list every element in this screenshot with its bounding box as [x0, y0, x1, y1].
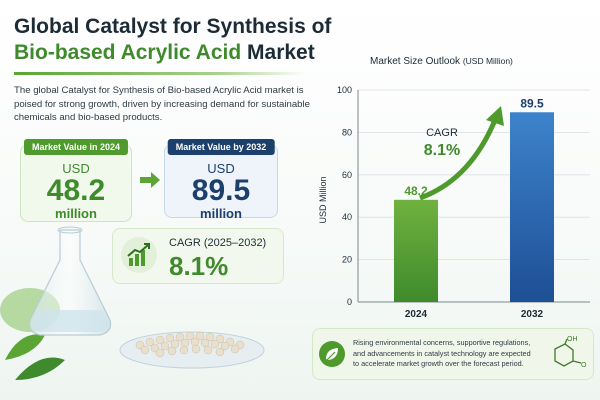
- cagr-label: CAGR (2025–2032): [169, 237, 267, 249]
- growth-drivers-note: Rising environmental concerns, supportiv…: [312, 328, 594, 380]
- bar-value-label: 48.2: [404, 184, 428, 198]
- bar-value-label: 89.5: [520, 96, 544, 110]
- x-tick-label: 2024: [405, 309, 428, 320]
- chart-title-unit: (USD Million): [462, 56, 513, 66]
- y-axis-label: USD Million: [318, 176, 328, 223]
- market-value-2032-currency: USD: [207, 161, 235, 176]
- chart-cagr-value: 8.1%: [424, 142, 460, 159]
- y-tick-label: 60: [342, 170, 352, 180]
- y-tick-label: 80: [342, 127, 352, 137]
- chart-bars: 48.2 2024 89.5 2032: [394, 96, 554, 320]
- title-line-1: Global Catalyst for Synthesis of: [14, 15, 332, 38]
- growth-chart-icon: [121, 237, 157, 273]
- market-value-2032-tag: Market Value by 2032: [167, 139, 275, 155]
- title-line-2: Bio-based Acrylic Acid Market: [14, 40, 344, 66]
- y-tick-label: 40: [342, 212, 352, 222]
- market-value-2032-card: Market Value by 2032 USD 89.5 million: [164, 139, 278, 221]
- y-tick-label: 20: [342, 255, 352, 265]
- molecule-icon: OH O: [554, 336, 587, 369]
- cagr-arrow-head: [486, 106, 504, 126]
- arrow-right-icon: [140, 172, 160, 188]
- title-underline: [14, 72, 304, 75]
- title-market-word: Market: [247, 41, 315, 64]
- lab-scene-illustration: [0, 226, 265, 380]
- market-value-2024-number: 48.2: [46, 174, 106, 207]
- x-tick-label: 2032: [521, 309, 544, 320]
- y-tick-label: 0: [347, 297, 352, 307]
- chart-title: Market Size Outlook (USD Million): [370, 56, 513, 67]
- market-value-2024-unit: million: [55, 206, 97, 221]
- chart-cagr-label: CAGR: [426, 127, 458, 139]
- leaf-icon: [319, 341, 345, 367]
- chart-title-main: Market Size Outlook: [370, 56, 461, 67]
- growth-drivers-text: Rising environmental concerns, supportiv…: [353, 338, 531, 368]
- page-title: Global Catalyst for Synthesis of Bio-bas…: [14, 14, 344, 66]
- bar-2024: [394, 199, 438, 302]
- market-value-2024-card: Market Value in 2024 USD 48.2 million: [20, 139, 132, 222]
- market-value-2032-number: 89.5: [191, 174, 251, 207]
- bar-2032: [510, 112, 554, 302]
- cagr-growth-arrow: [419, 119, 498, 201]
- market-value-2024-currency: USD: [62, 161, 90, 176]
- title-highlight: Bio-based Acrylic Acid: [14, 41, 242, 64]
- cagr-value: 8.1%: [169, 251, 229, 281]
- molecule-label-oh: OH: [567, 336, 578, 343]
- market-size-bar-chart: USD Million 0 20 40 60 80 100 48.2 2024 89.5 203…: [318, 85, 590, 320]
- molecule-label-o: O: [581, 362, 587, 369]
- y-tick-label: 100: [337, 85, 352, 95]
- market-value-2032-unit: million: [200, 206, 242, 221]
- market-value-2024-tag: Market Value in 2024: [23, 139, 129, 155]
- intro-description: The global Catalyst for Synthesis of Bio…: [14, 85, 310, 123]
- cagr-card: CAGR (2025–2032) 8.1%: [112, 228, 284, 284]
